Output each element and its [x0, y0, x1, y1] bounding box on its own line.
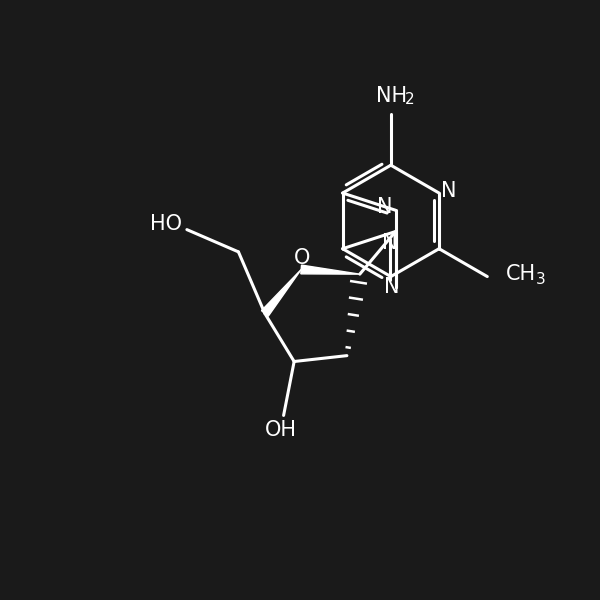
Polygon shape: [301, 265, 360, 274]
Text: CH: CH: [506, 264, 536, 284]
Text: 2: 2: [405, 92, 415, 107]
Text: N: N: [377, 197, 393, 217]
Text: NH: NH: [376, 86, 407, 106]
Polygon shape: [262, 269, 301, 316]
Text: N: N: [384, 277, 400, 297]
Text: HO: HO: [150, 214, 182, 234]
Text: OH: OH: [265, 420, 296, 440]
Text: O: O: [294, 248, 311, 268]
Text: 3: 3: [536, 272, 545, 287]
Text: N: N: [382, 233, 397, 253]
Text: N: N: [441, 181, 457, 200]
